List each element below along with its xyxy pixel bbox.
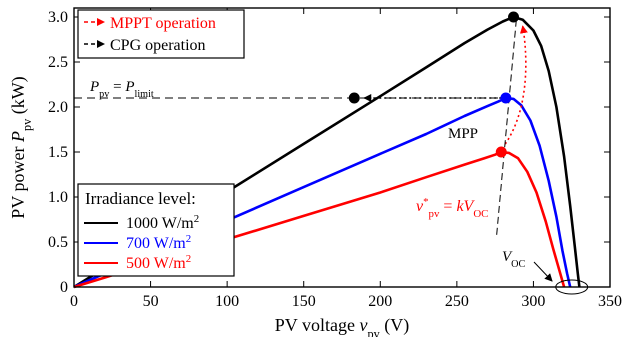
x-tick-label: 150 [292, 293, 316, 310]
legend-layer: MPPT operation CPG operation Irradiance le… [77, 9, 245, 277]
axes-layer: 0 50 100 150 200 250 300 350 0 0.5 1.0 1.5 2.0 2.5 3.0… [8, 7, 622, 337]
legend-irradiance-label-0: 1000 W/m2 [126, 213, 199, 232]
x-tick-label: 50 [143, 293, 159, 310]
limit-label: Ppv = Plimit [89, 79, 154, 100]
x-tick-label: 200 [368, 293, 392, 310]
voc-pointer-arrow [533, 261, 553, 282]
x-tick-label: 300 [521, 293, 545, 310]
y-tick-label: 3.0 [48, 9, 68, 26]
x-tick-label: 350 [598, 293, 622, 310]
operating-point-marker-0 [508, 11, 520, 23]
mpp-label: MPP [448, 126, 478, 142]
legend-operation-box [77, 9, 245, 59]
x-tick-label: 100 [215, 293, 239, 310]
legend-operation-label-1: CPG operation [110, 37, 206, 54]
plot-frame [73, 7, 611, 288]
legend-irradiance-title: Irradiance level: [85, 189, 196, 208]
overlay-layer: Ppv = Plimit MPP v*pv = kVOC VOC [74, 11, 589, 295]
y-tick-label: 0 [60, 279, 68, 296]
y-tick-label: 2.0 [48, 99, 68, 116]
x-tick-label: 0 [70, 293, 78, 310]
x-axis-label: PV voltage vpv (V) [275, 315, 409, 337]
legend-irradiance-box [77, 183, 235, 277]
legend-irradiance-label-2: 500 W/m2 [126, 253, 191, 272]
legend-operation-label-0: MPPT operation [110, 15, 216, 32]
vref-label: v*pv = kVOC [416, 196, 488, 220]
kvoc-dashed-line [496, 16, 518, 235]
y-axis-label: PV power Ppv (kW) [8, 76, 34, 218]
y-tick-label: 1.5 [48, 144, 68, 161]
y-tick-label: 0.5 [48, 234, 68, 251]
operating-point-marker-1 [500, 92, 512, 104]
voc-label: VOC [502, 249, 526, 270]
y-tick-label: 2.5 [48, 54, 68, 71]
legend-irradiance-label-1: 700 W/m2 [126, 233, 191, 252]
operating-point-marker-2 [495, 146, 507, 158]
mppt-trajectory-arrow [504, 25, 528, 145]
y-tick-label: 1.0 [48, 189, 68, 206]
operating-point-marker-3 [348, 92, 360, 104]
x-tick-label: 250 [445, 293, 469, 310]
